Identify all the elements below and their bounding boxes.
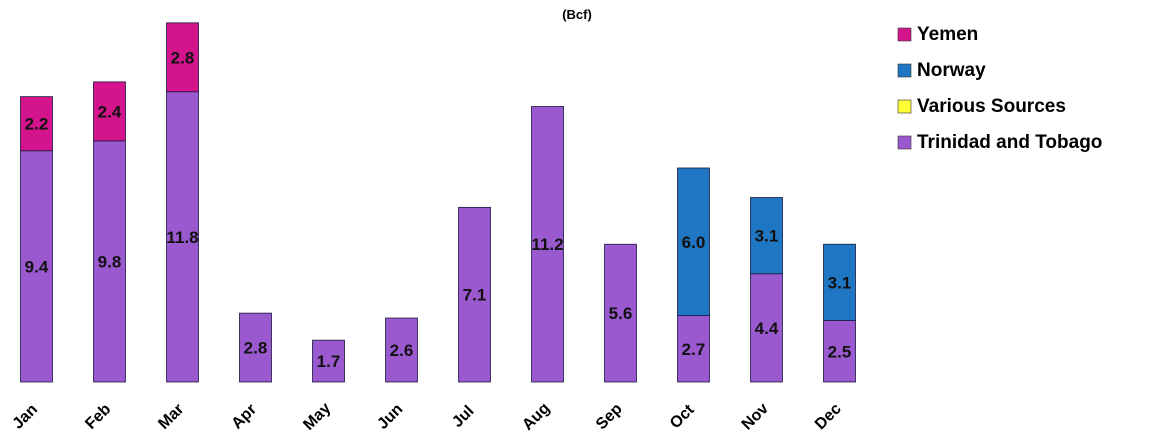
bar-norway-nov — [750, 197, 783, 275]
x-tick-apr: Apr — [229, 401, 261, 433]
data-label-yemen-feb: 2.4 — [98, 102, 122, 121]
data-label-norway-dec: 3.1 — [828, 273, 852, 292]
legend-label-norway: Norway — [917, 60, 986, 81]
data-label-trinidad-and-tobago-sep: 5.6 — [609, 304, 633, 323]
data-label-yemen-jan: 2.2 — [25, 115, 49, 134]
legend-swatch-various-sources — [897, 99, 912, 114]
data-label-trinidad-and-tobago-jul: 7.1 — [463, 286, 487, 305]
bar-trinidad-and-tobago-jan — [20, 150, 53, 383]
chart-subtitle: (Bcf) — [562, 7, 592, 22]
bar-trinidad-and-tobago-oct — [677, 315, 710, 383]
bar-trinidad-and-tobago-jun — [385, 317, 418, 383]
bar-trinidad-and-tobago-nov — [750, 273, 783, 383]
x-tick-may: May — [300, 400, 334, 434]
x-tick-jun: Jun — [374, 401, 406, 433]
x-tick-nov: Nov — [739, 400, 772, 433]
x-tick-aug: Aug — [519, 400, 553, 434]
bar-yemen-jan — [20, 96, 53, 152]
x-tick-jan: Jan — [10, 401, 42, 433]
data-label-trinidad-and-tobago-mar: 11.8 — [166, 228, 198, 247]
bar-norway-oct — [677, 167, 710, 316]
bar-trinidad-and-tobago-mar — [166, 91, 199, 383]
data-label-norway-oct: 6.0 — [682, 233, 706, 252]
bar-norway-dec — [823, 243, 856, 321]
data-label-trinidad-and-tobago-oct: 2.7 — [682, 340, 706, 359]
bar-trinidad-and-tobago-may — [312, 339, 345, 383]
bar-trinidad-and-tobago-dec — [823, 320, 856, 383]
legend-swatch-norway — [897, 63, 912, 78]
legend-label-various-sources: Various Sources — [917, 96, 1066, 117]
bar-yemen-feb — [93, 81, 126, 142]
legend-label-yemen: Yemen — [917, 24, 978, 45]
x-tick-mar: Mar — [155, 401, 187, 433]
data-label-trinidad-and-tobago-may: 1.7 — [317, 352, 341, 371]
data-label-trinidad-and-tobago-jun: 2.6 — [390, 341, 414, 360]
legend-swatch-trinidad-and-tobago — [897, 135, 912, 150]
data-label-yemen-mar: 2.8 — [171, 48, 195, 67]
x-tick-jul: Jul — [449, 403, 477, 431]
bar-yemen-mar — [166, 22, 199, 93]
legend-swatch-yemen — [897, 27, 912, 42]
x-tick-dec: Dec — [812, 400, 845, 433]
data-label-trinidad-and-tobago-feb: 9.8 — [98, 252, 122, 271]
data-label-trinidad-and-tobago-jan: 9.4 — [25, 257, 49, 276]
data-label-norway-nov: 3.1 — [755, 227, 779, 246]
data-label-trinidad-and-tobago-aug: 11.2 — [531, 235, 563, 254]
x-tick-oct: Oct — [667, 401, 698, 432]
data-label-trinidad-and-tobago-dec: 2.5 — [828, 342, 852, 361]
x-axis-ticks: Jan Feb Mar Apr May Jun Jul Aug Sep Oct Nov Dec — [10, 400, 845, 434]
data-label-trinidad-and-tobago-nov: 4.4 — [755, 319, 779, 338]
bars: 9.4 2.2 9.8 2.4 11.8 2.8 2.8 1.7 2.6 7.1 11.2 5.6 2.… — [20, 22, 856, 383]
bar-trinidad-and-tobago-sep — [604, 243, 637, 383]
data-label-trinidad-and-tobago-apr: 2.8 — [244, 339, 268, 358]
x-tick-feb: Feb — [82, 401, 114, 433]
bar-trinidad-and-tobago-aug — [531, 106, 564, 383]
x-tick-sep: Sep — [593, 400, 626, 433]
bar-trinidad-and-tobago-apr — [239, 312, 272, 383]
bar-trinidad-and-tobago-jul — [458, 206, 491, 383]
legend: Yemen Norway Various Sources Trinidad and T… — [897, 24, 1102, 153]
legend-label-trinidad-and-tobago: Trinidad and Tobago — [917, 132, 1102, 153]
